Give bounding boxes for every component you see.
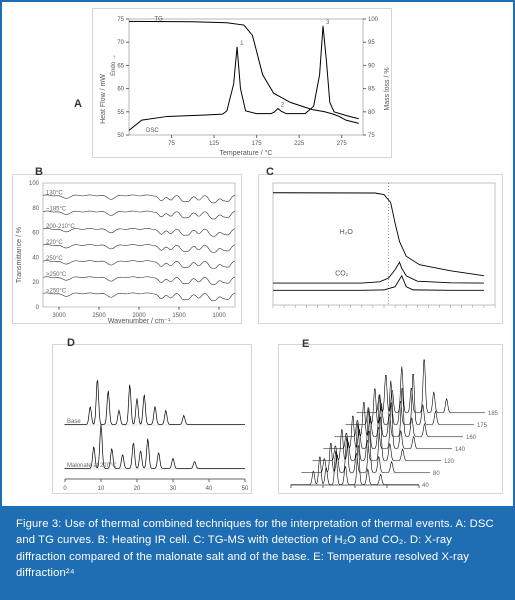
svg-text:40: 40 <box>206 486 213 492</box>
svg-text:30: 30 <box>170 486 177 492</box>
svg-text:65: 65 <box>117 63 124 69</box>
svg-text:1000: 1000 <box>212 313 226 319</box>
svg-text:0: 0 <box>36 305 40 311</box>
svg-text:125: 125 <box>209 141 220 147</box>
panel-b-svg: 30002500200015001000020406080100Wavenumb… <box>13 175 243 325</box>
svg-text:70: 70 <box>117 40 124 46</box>
label-d: D <box>67 337 75 349</box>
svg-text:200-210°C: 200-210°C <box>46 224 75 230</box>
svg-text:20: 20 <box>32 280 39 286</box>
svg-text:85: 85 <box>368 87 375 93</box>
svg-text:H₂O: H₂O <box>340 229 354 236</box>
svg-text:100: 100 <box>368 17 379 23</box>
label-c: C <box>266 166 274 178</box>
svg-text:225: 225 <box>294 141 305 147</box>
figure-area: 751251752252755055606570757580859095100T… <box>2 2 513 506</box>
panel-a-svg: 75 125 175 225 275 50 55 60 65 70 75 75 80 85 90 95 100 T… <box>93 9 393 159</box>
svg-text:95: 95 <box>368 40 375 46</box>
svg-text:55: 55 <box>117 110 124 116</box>
panel-a: 75 125 175 225 275 50 55 60 65 70 75 75 80 85 90 95 100 T… <box>92 8 392 158</box>
svg-text:3000: 3000 <box>52 313 66 319</box>
svg-text:80: 80 <box>368 110 375 116</box>
svg-text:3: 3 <box>326 20 330 26</box>
panel-c-svg: H₂O CO₂ <box>259 175 504 325</box>
label-b: B <box>35 166 43 178</box>
svg-text:TG: TG <box>155 17 164 23</box>
svg-text:CO₂: CO₂ <box>335 271 349 278</box>
panel-e: 40 80 120140160175185 <box>278 344 503 494</box>
svg-text:DSC: DSC <box>146 128 159 134</box>
svg-text:0: 0 <box>63 486 67 492</box>
svg-text:75: 75 <box>168 141 175 147</box>
svg-text:40: 40 <box>32 255 39 261</box>
figure-caption: Figure 3: Use of thermal combined techni… <box>2 506 513 598</box>
svg-text:Malonate at 220°C: Malonate at 220°C <box>67 463 117 469</box>
svg-text:100: 100 <box>29 181 40 187</box>
svg-text:Endo →: Endo → <box>111 54 117 76</box>
svg-text:50: 50 <box>117 133 124 139</box>
svg-text:>250°C: >250°C <box>46 272 67 278</box>
panel-e-svg: 40 80 120140160175185 <box>279 345 504 495</box>
svg-text:75: 75 <box>368 133 375 139</box>
svg-text:Mass loss / %: Mass loss / % <box>384 67 391 110</box>
svg-text:2500: 2500 <box>92 313 106 319</box>
svg-text:Wavenumber / cm⁻¹: Wavenumber / cm⁻¹ <box>108 318 171 325</box>
svg-text:90: 90 <box>368 63 375 69</box>
svg-text:Temperature / °C: Temperature / °C <box>220 149 273 157</box>
svg-text:>250°C: >250°C <box>46 288 67 294</box>
panel-d: 0 10 20 30 40 50 Base Malonate at 220°C <box>52 344 252 494</box>
svg-text:175: 175 <box>252 141 263 147</box>
svg-text:75: 75 <box>117 17 124 23</box>
panel-c: H₂O CO₂ <box>258 174 503 324</box>
svg-text:1: 1 <box>240 41 244 47</box>
svg-text:40: 40 <box>422 483 429 489</box>
svg-text:250°C: 250°C <box>46 256 63 262</box>
svg-text:50: 50 <box>242 486 249 492</box>
svg-text:60: 60 <box>117 87 124 93</box>
svg-text:1500: 1500 <box>172 313 186 319</box>
svg-text:140: 140 <box>455 447 466 453</box>
svg-text:160: 160 <box>466 435 477 441</box>
svg-text:60: 60 <box>32 231 39 237</box>
svg-text:2: 2 <box>281 103 285 109</box>
panel-d-svg: 0 10 20 30 40 50 Base Malonate at 220°C <box>53 345 253 495</box>
svg-text:Transmittance / %: Transmittance / % <box>16 227 23 283</box>
svg-text:175: 175 <box>477 423 488 429</box>
svg-text:Heat Flow / mW: Heat Flow / mW <box>100 74 107 124</box>
label-e: E <box>302 338 309 350</box>
svg-text:220°C: 220°C <box>46 240 63 246</box>
svg-text:185: 185 <box>488 411 499 417</box>
svg-text:~185°C: ~185°C <box>46 207 67 213</box>
svg-text:20: 20 <box>134 486 141 492</box>
svg-text:80: 80 <box>433 471 440 477</box>
svg-text:10: 10 <box>98 486 105 492</box>
panel-b: 30002500200015001000020406080100Wavenumb… <box>12 174 242 324</box>
label-a: A <box>74 98 82 110</box>
svg-text:120: 120 <box>444 459 455 465</box>
svg-text:275: 275 <box>337 141 348 147</box>
svg-text:130°C: 130°C <box>46 190 63 196</box>
svg-text:80: 80 <box>32 206 39 212</box>
svg-text:Base: Base <box>67 419 81 425</box>
